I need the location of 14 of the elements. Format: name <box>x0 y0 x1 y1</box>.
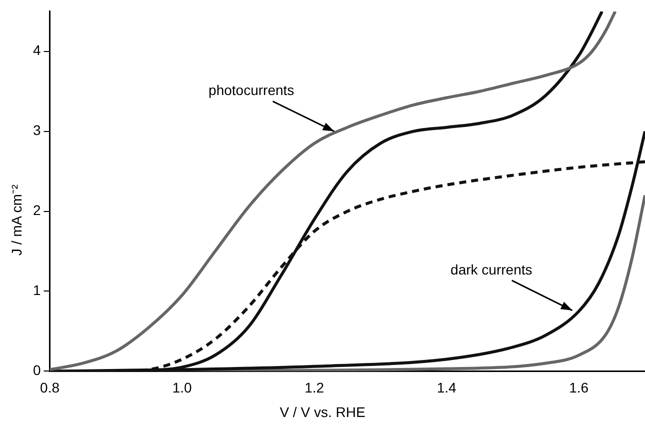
y-tick-label: 0 <box>32 362 41 378</box>
y-tick-label: 3 <box>32 122 41 138</box>
annotation: dark currents <box>450 261 532 278</box>
x-tick-label: 1.0 <box>172 379 192 396</box>
y-tick-label: 4 <box>32 42 41 58</box>
x-tick-label: 1.4 <box>436 379 457 396</box>
y-tick-label: 1 <box>32 282 41 298</box>
x-tick-label: 1.6 <box>569 379 589 396</box>
x-axis-title: V / V vs. RHE <box>280 404 366 420</box>
x-tick-label: 1.2 <box>304 379 324 396</box>
x-tick-label: 0.8 <box>40 379 60 396</box>
y-tick-label: 2 <box>32 202 41 218</box>
y-axis-title: J / mA cm⁻² <box>8 184 26 256</box>
annotation: photocurrents <box>208 82 294 98</box>
